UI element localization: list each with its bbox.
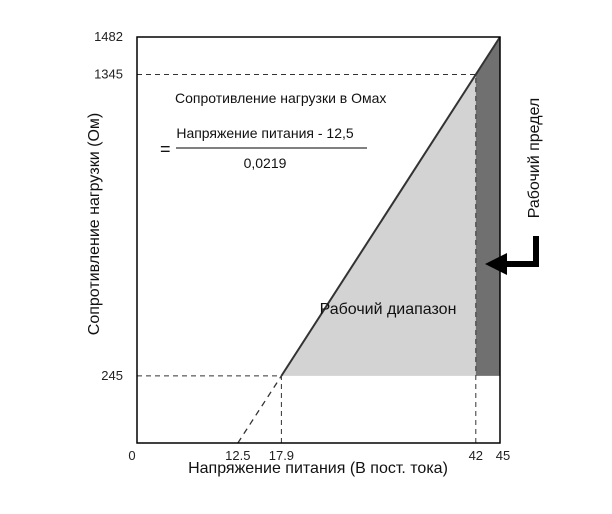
operating-limit-area bbox=[475, 37, 500, 376]
operating-limit-label: Рабочий предел bbox=[526, 98, 543, 219]
y-tick-label: 1345 bbox=[94, 67, 123, 82]
x-tick-label: 17.9 bbox=[269, 448, 294, 463]
y-tick-labels: 245 1345 1482 bbox=[94, 29, 123, 383]
plot-frame bbox=[136, 36, 501, 444]
x-tick-label: 0 bbox=[128, 448, 135, 463]
limit-arrowhead-icon bbox=[485, 253, 507, 275]
formula-denominator: 0,0219 bbox=[244, 155, 287, 171]
limit-arrow-icon bbox=[505, 236, 539, 267]
y-axis-label: Сопротивление нагрузки (Ом) bbox=[86, 113, 103, 335]
x-axis-label: Напряжение питания (В пост. тока) bbox=[188, 460, 448, 477]
x-tick-labels: 0 12.5 17.9 42 45 bbox=[128, 448, 510, 463]
x-tick-label: 45 bbox=[496, 448, 510, 463]
formula-equals: = bbox=[160, 139, 171, 159]
formula-line1: Сопротивление нагрузки в Омах bbox=[175, 90, 386, 106]
extrapolation-line bbox=[237, 375, 282, 444]
x-tick-label: 12.5 bbox=[225, 448, 250, 463]
operating-range-label: Рабочий диапазон bbox=[320, 301, 457, 318]
series-line bbox=[280, 36, 501, 377]
formula-numerator: Напряжение питания - 12,5 bbox=[176, 125, 354, 141]
y-tick-label: 245 bbox=[101, 368, 123, 383]
y-tick-label: 1482 bbox=[94, 29, 123, 44]
x-tick-label: 42 bbox=[469, 448, 483, 463]
